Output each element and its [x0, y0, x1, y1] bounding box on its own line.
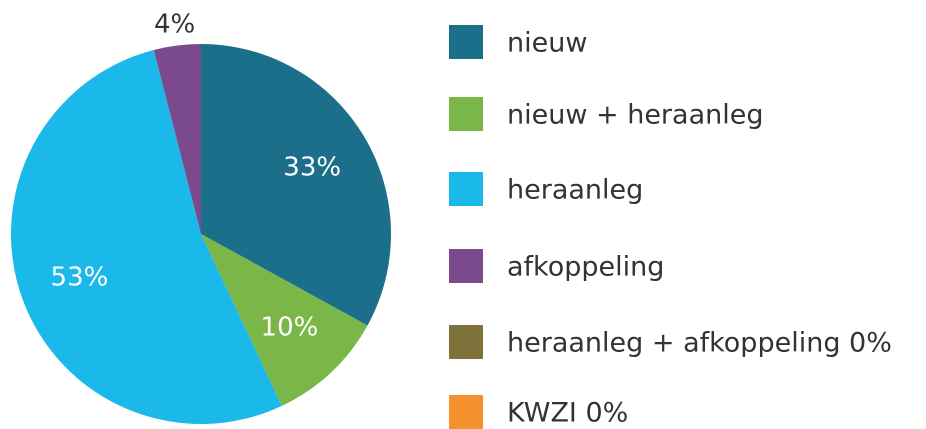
legend-swatch	[449, 172, 483, 206]
slice-label: 33%	[283, 153, 341, 183]
legend-swatch	[449, 325, 483, 359]
legend-label: nieuw	[507, 28, 587, 59]
pie-slice	[11, 49, 282, 424]
legend-swatch	[449, 97, 483, 131]
slice-label: 53%	[51, 262, 109, 292]
legend-label: afkoppeling	[507, 252, 664, 283]
legend-label: KWZI 0%	[507, 398, 628, 429]
slice-label: 10%	[261, 313, 319, 343]
legend-swatch	[449, 249, 483, 283]
legend-label: heraanleg	[507, 175, 643, 206]
slice-label: 4%	[154, 9, 195, 39]
legend-swatch	[449, 395, 483, 429]
pie-slice	[201, 44, 392, 326]
pie-slice	[201, 234, 368, 406]
pie-slice	[153, 44, 201, 234]
legend-swatch	[449, 25, 483, 59]
legend-label: heraanleg + afkoppeling 0%	[507, 328, 892, 359]
legend-label: nieuw + heraanleg	[507, 100, 764, 131]
